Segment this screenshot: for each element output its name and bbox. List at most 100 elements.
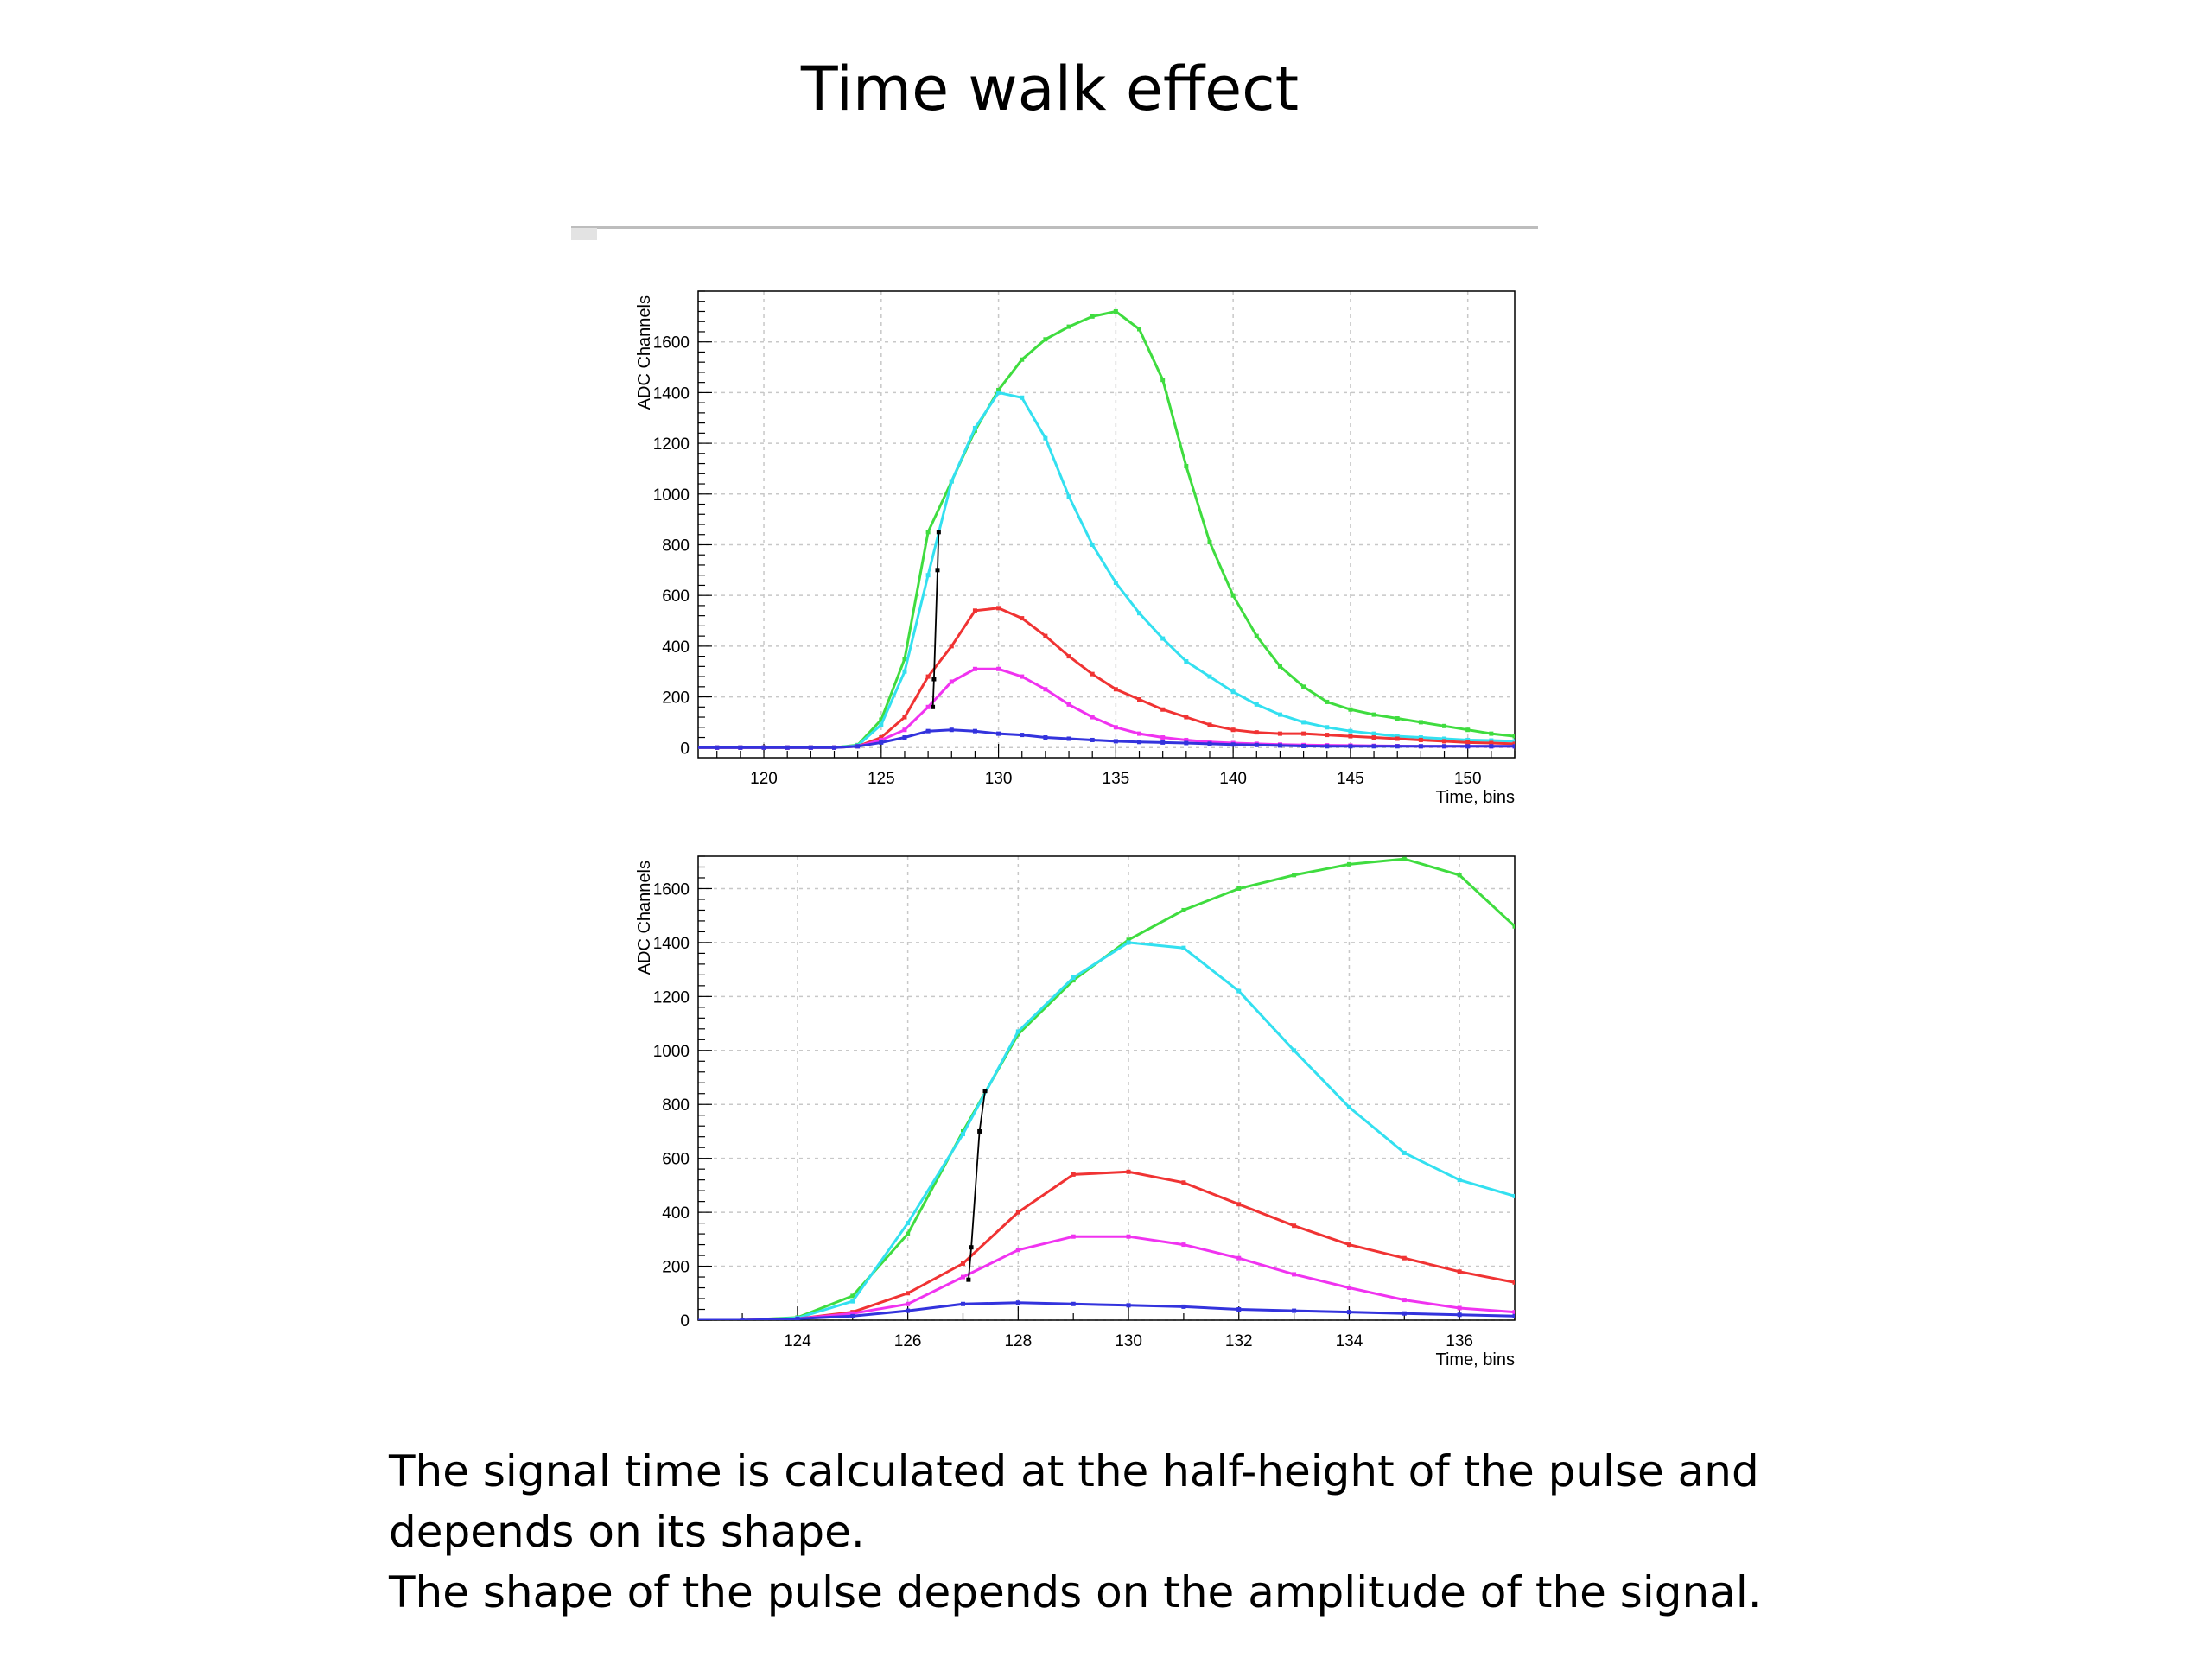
x-axis-label: Time, bins (1435, 788, 1515, 807)
data-point-blue (1277, 743, 1282, 748)
data-point-blue (1236, 1307, 1242, 1312)
data-point-red (1465, 740, 1471, 745)
x-tick-label: 150 (1454, 770, 1482, 788)
data-point-cyan (1137, 611, 1142, 616)
data-point-blue (761, 745, 766, 750)
data-point-red (996, 606, 1001, 611)
data-point-cyan (850, 1299, 855, 1304)
data-point-cyan (1465, 737, 1471, 742)
y-axis-label: ADC Channels (635, 861, 654, 975)
data-point-magenta (960, 1274, 965, 1280)
data-point-magenta (1346, 1286, 1351, 1291)
data-point-magenta (1292, 1272, 1297, 1277)
caption-line-3: The shape of the pulse depends on the am… (389, 1567, 1762, 1617)
data-point-green (1184, 464, 1189, 468)
data-point-cyan (1277, 712, 1282, 717)
data-point-cyan (1113, 581, 1118, 585)
x-tick-label: 134 (1336, 1332, 1363, 1350)
data-point-magenta (1113, 725, 1118, 730)
data-point-blue (1465, 744, 1471, 749)
data-point-magenta (906, 1301, 911, 1306)
series-line-blue (698, 728, 1515, 749)
caption-line-2: depends on its shape. (389, 1507, 865, 1557)
data-point-red (1402, 1255, 1407, 1261)
data-point-blue (1126, 1303, 1131, 1308)
data-point-green (1489, 731, 1494, 736)
data-point-cyan (1126, 940, 1131, 945)
data-point-cyan (1160, 636, 1166, 641)
x-tick-label: 136 (1446, 1332, 1473, 1350)
data-point-black (969, 1245, 974, 1250)
data-point-blue (1184, 740, 1189, 746)
data-point-blue (850, 1313, 855, 1318)
data-point-green (1512, 734, 1515, 739)
data-point-magenta (1137, 731, 1142, 736)
caption-line-1: The signal time is calculated at the hal… (389, 1446, 1759, 1496)
data-point-magenta (1402, 1298, 1407, 1303)
data-point-red (1137, 697, 1142, 702)
data-point-red (1325, 733, 1330, 738)
data-point-green (1346, 861, 1351, 867)
data-point-cyan (1090, 542, 1095, 547)
y-tick-label: 1600 (653, 334, 690, 353)
data-point-red (1113, 687, 1118, 692)
data-point-black (931, 677, 937, 682)
data-point-blue (1489, 744, 1494, 749)
data-point-blue (795, 1316, 800, 1320)
data-point-green (1512, 924, 1515, 929)
data-point-magenta (902, 727, 907, 733)
data-point-cyan (1512, 1193, 1515, 1198)
data-point-cyan (1346, 1104, 1351, 1109)
data-point-cyan (1371, 731, 1376, 736)
data-point-blue (1348, 744, 1353, 749)
y-tick-label: 800 (662, 537, 690, 555)
data-point-black (966, 1277, 971, 1282)
data-point-blue (855, 744, 861, 749)
y-tick-label: 800 (662, 1096, 690, 1115)
data-point-blue (738, 745, 743, 750)
data-point-green (1348, 707, 1353, 712)
data-point-cyan (1043, 435, 1048, 441)
data-point-green (1071, 978, 1076, 983)
data-point-blue (972, 728, 977, 734)
x-tick-label: 130 (985, 770, 1013, 788)
data-point-green (1113, 308, 1118, 314)
data-point-red (1020, 616, 1025, 621)
data-point-cyan (1301, 720, 1306, 725)
data-point-green (906, 1231, 911, 1236)
data-point-red (1457, 1269, 1462, 1274)
data-point-magenta (1126, 1234, 1131, 1239)
data-point-green (1043, 337, 1048, 342)
y-tick-label: 0 (680, 1312, 690, 1331)
data-point-red (1090, 671, 1095, 677)
data-point-green (902, 657, 907, 662)
data-point-blue (1181, 1304, 1186, 1309)
data-point-green (925, 530, 931, 535)
data-point-blue (1457, 1312, 1462, 1318)
data-point-green (1137, 327, 1142, 332)
data-point-cyan (1071, 975, 1076, 980)
y-tick-label: 1200 (653, 435, 690, 454)
data-point-blue (1442, 744, 1447, 749)
y-axis-label: ADC Channels (635, 295, 654, 410)
data-point-red (906, 1291, 911, 1296)
data-point-blue (715, 745, 720, 750)
data-point-red (879, 735, 884, 740)
data-point-cyan (1230, 689, 1236, 695)
data-point-blue (1071, 1301, 1076, 1306)
data-point-cyan (1489, 738, 1494, 743)
data-point-red (902, 715, 907, 720)
x-tick-label: 132 (1225, 1332, 1253, 1350)
data-point-blue (1113, 739, 1118, 744)
series-line-black (968, 1090, 986, 1280)
top-rule-tab (571, 228, 597, 240)
y-tick-label: 1000 (653, 1043, 690, 1061)
data-point-red (1230, 727, 1236, 733)
y-tick-label: 400 (662, 638, 690, 657)
data-point-red (1254, 730, 1259, 735)
top-rule (571, 226, 1538, 229)
data-point-cyan (1292, 1048, 1297, 1053)
x-tick-label: 125 (868, 770, 895, 788)
caption: The signal time is calculated at the hal… (389, 1441, 2117, 1623)
